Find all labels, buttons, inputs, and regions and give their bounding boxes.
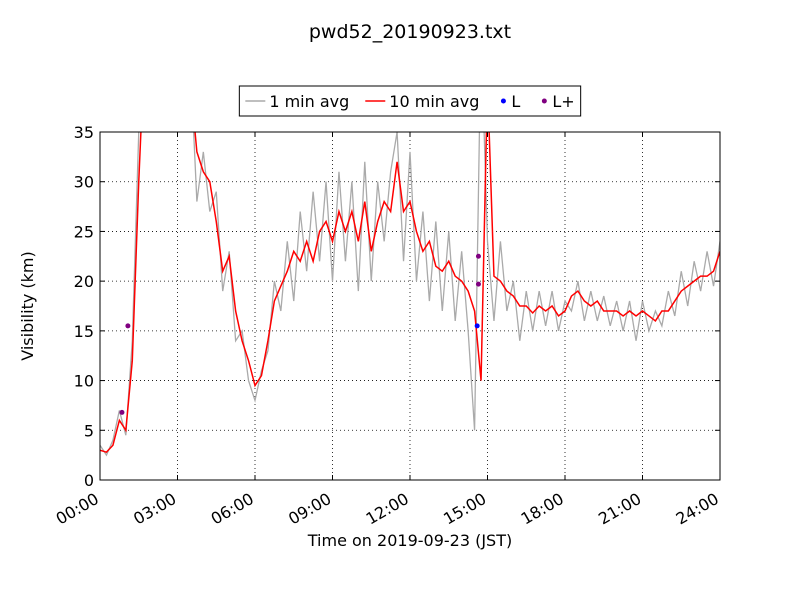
y-tick-label: 5 — [84, 421, 94, 440]
y-tick-label: 15 — [74, 322, 94, 341]
legend-label: L — [511, 92, 520, 111]
y-tick-label: 0 — [84, 471, 94, 490]
data-point — [125, 323, 131, 329]
data-point — [475, 281, 481, 287]
data-point — [119, 409, 125, 415]
legend-label: 10 min avg — [389, 92, 479, 111]
y-tick-label: 35 — [74, 123, 94, 142]
plot-area — [100, 132, 720, 457]
legend-label: 1 min avg — [269, 92, 349, 111]
legend-label: L+ — [552, 92, 574, 111]
legend: 1 min avg 10 min avg L L+ — [238, 85, 582, 117]
legend-marker — [541, 98, 547, 104]
y-tick-label: 25 — [74, 222, 94, 241]
legend-marker — [500, 98, 506, 104]
y-tick-label: 10 — [74, 372, 94, 391]
chart-title: pwd52_20190923.txt — [309, 21, 511, 43]
y-tick-label: 30 — [74, 173, 94, 192]
series-line — [100, 132, 720, 454]
data-point — [474, 323, 480, 329]
y-axis-label: Visibility (km) — [18, 251, 37, 360]
series-line — [100, 132, 720, 457]
legend-items: 1 min avg 10 min avg L L+ — [245, 92, 575, 111]
y-tick-label: 20 — [74, 272, 94, 291]
data-point — [475, 253, 481, 259]
legend-box — [238, 85, 582, 117]
x-axis-label: Time on 2019-09-23 (JST) — [307, 531, 512, 550]
